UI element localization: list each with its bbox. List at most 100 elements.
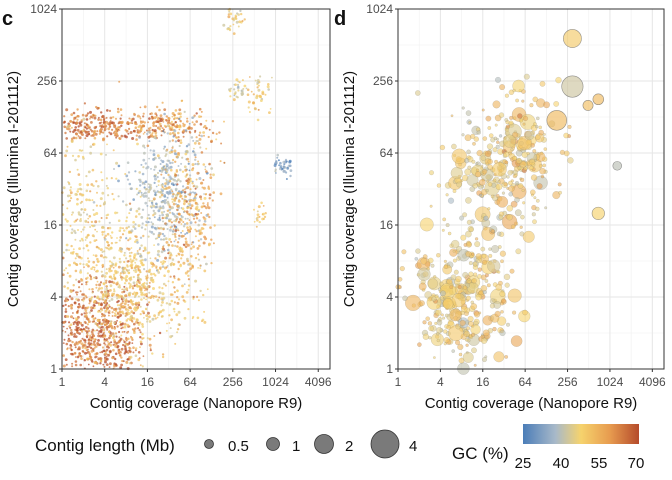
data-point — [468, 120, 472, 124]
data-point — [194, 131, 196, 134]
data-point — [121, 291, 124, 294]
data-point — [125, 287, 129, 291]
data-point — [189, 188, 192, 191]
data-point — [149, 347, 152, 350]
data-point — [208, 162, 211, 166]
data-point — [256, 219, 259, 222]
data-point — [171, 198, 174, 201]
data-point — [181, 207, 185, 211]
data-point — [95, 283, 98, 287]
data-point — [66, 229, 69, 232]
data-point — [154, 112, 157, 115]
data-point — [468, 271, 474, 277]
data-point — [461, 106, 465, 110]
data-point — [97, 332, 100, 335]
data-point — [219, 192, 223, 196]
data-point — [136, 129, 139, 132]
data-point — [499, 84, 506, 91]
data-point — [194, 158, 197, 161]
data-point — [203, 193, 206, 195]
data-point — [106, 187, 110, 190]
data-point — [99, 248, 103, 252]
data-point — [152, 232, 155, 236]
data-point — [160, 304, 163, 307]
data-point — [90, 267, 93, 271]
data-point — [116, 319, 118, 322]
data-point — [77, 303, 81, 306]
data-point — [109, 284, 113, 288]
data-point — [117, 314, 120, 316]
data-point — [180, 99, 183, 103]
data-point — [199, 122, 203, 126]
data-point — [195, 185, 199, 189]
data-point — [197, 239, 200, 242]
data-point — [123, 229, 126, 232]
data-point — [200, 151, 204, 154]
data-point — [259, 75, 262, 78]
data-point — [78, 183, 82, 186]
data-point — [189, 179, 192, 183]
data-point — [118, 257, 121, 260]
data-point — [271, 76, 273, 79]
data-point — [69, 186, 72, 189]
data-point — [175, 203, 177, 205]
data-point — [132, 317, 136, 320]
data-point — [494, 310, 501, 317]
data-point — [105, 363, 109, 366]
data-point — [555, 76, 562, 84]
data-point — [90, 309, 93, 312]
data-point — [145, 282, 148, 285]
data-point — [107, 314, 110, 317]
data-point — [84, 326, 88, 329]
data-point — [262, 205, 265, 207]
data-point — [120, 347, 124, 351]
data-point — [134, 295, 137, 297]
data-point — [65, 315, 68, 318]
data-point — [208, 215, 211, 219]
data-point — [401, 249, 407, 255]
data-point — [154, 317, 157, 320]
data-point — [139, 180, 142, 183]
data-point — [162, 245, 165, 249]
data-point — [167, 173, 170, 177]
data-point — [68, 295, 72, 298]
data-point — [62, 354, 65, 357]
data-point — [106, 292, 110, 296]
data-point — [173, 117, 176, 121]
data-point — [68, 263, 71, 267]
data-point — [96, 280, 99, 283]
data-point — [535, 134, 541, 140]
data-point — [117, 286, 120, 288]
data-point — [100, 171, 103, 174]
data-point — [223, 161, 226, 164]
data-point — [105, 287, 108, 291]
data-point — [144, 247, 147, 250]
data-point — [76, 190, 79, 193]
data-point — [427, 278, 439, 289]
data-point — [148, 186, 151, 189]
data-point — [152, 197, 156, 201]
data-point — [76, 128, 80, 132]
data-point — [475, 162, 479, 165]
data-point — [108, 310, 111, 313]
data-point — [146, 320, 148, 323]
data-point — [141, 337, 144, 340]
data-point — [165, 241, 169, 244]
data-point — [73, 128, 76, 132]
data-point — [177, 204, 180, 208]
data-point — [175, 155, 178, 159]
data-point — [158, 255, 161, 258]
data-point — [138, 265, 141, 269]
data-point — [95, 125, 98, 128]
data-point — [178, 217, 182, 221]
data-point — [417, 342, 422, 347]
data-point — [94, 361, 98, 365]
data-point — [184, 233, 187, 236]
data-point — [202, 186, 206, 190]
y-tick-label: 1024 — [30, 2, 57, 16]
data-point — [132, 269, 135, 272]
data-point — [105, 357, 109, 361]
data-point — [131, 117, 135, 121]
data-point — [157, 227, 161, 230]
data-point — [97, 325, 101, 329]
